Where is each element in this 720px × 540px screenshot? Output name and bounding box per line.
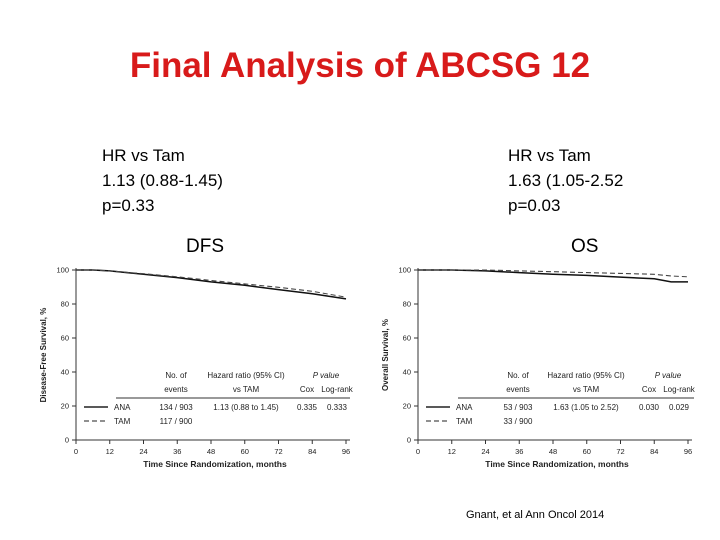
dfs-x-tick-label: 36 bbox=[173, 447, 181, 456]
dfs-y-tick-label: 0 bbox=[65, 436, 69, 445]
os-table-subheader-vs: vs TAM bbox=[573, 385, 600, 394]
dfs-table-cell-events: 117 / 900 bbox=[160, 417, 193, 426]
os-table-subheader-events: events bbox=[506, 385, 530, 394]
os-summary-line-3: p=0.03 bbox=[508, 196, 561, 215]
os-x-tick-label: 36 bbox=[515, 447, 523, 456]
dfs-x-tick-label: 0 bbox=[74, 447, 78, 456]
dfs-table-cell-hr: 1.13 (0.88 to 1.45) bbox=[213, 403, 279, 412]
os-x-tick-label: 60 bbox=[583, 447, 591, 456]
os-y-tick-label: 100 bbox=[398, 266, 411, 275]
dfs-x-axis-label: Time Since Randomization, months bbox=[143, 459, 287, 469]
dfs-table-subheader-vs: vs TAM bbox=[233, 385, 260, 394]
os-x-tick-label: 84 bbox=[650, 447, 658, 456]
os-table-cell-logrank: 0.029 bbox=[669, 403, 690, 412]
os-x-tick-label: 48 bbox=[549, 447, 557, 456]
dfs-table-subheader-events: events bbox=[164, 385, 188, 394]
dfs-y-tick-label: 20 bbox=[61, 402, 69, 411]
dfs-y-axis-label: Disease-Free Survival, % bbox=[39, 308, 48, 403]
dfs-table-header-events: No. of bbox=[165, 371, 187, 380]
dfs-legend-label-tam: TAM bbox=[114, 417, 131, 426]
dfs-y-tick-label: 80 bbox=[61, 300, 69, 309]
dfs-x-tick-label: 12 bbox=[106, 447, 114, 456]
os-x-tick-label: 96 bbox=[684, 447, 692, 456]
os-panel-label: OS bbox=[571, 236, 599, 257]
os-x-tick-label: 0 bbox=[416, 447, 420, 456]
os-table-cell-events: 53 / 903 bbox=[504, 403, 533, 412]
dfs-x-tick-label: 72 bbox=[274, 447, 282, 456]
slide-title: Final Analysis of ABCSG 12 bbox=[129, 46, 591, 85]
dfs-table-cell-logrank: 0.333 bbox=[327, 403, 348, 412]
dfs-table-cell-cox: 0.335 bbox=[297, 403, 318, 412]
os-table-header-hr: Hazard ratio (95% CI) bbox=[547, 371, 625, 380]
os-x-tick-label: 72 bbox=[616, 447, 624, 456]
dfs-summary-line-2: 1.13 (0.88-1.45) bbox=[102, 171, 223, 190]
os-hazard-ratio-summary: HR vs Tam 1.63 (1.05-2.52 p=0.03 bbox=[508, 143, 623, 218]
os-table-header-pvalue: P value bbox=[655, 371, 682, 380]
dfs-x-tick-label: 48 bbox=[207, 447, 215, 456]
dfs-panel-label: DFS bbox=[186, 236, 224, 257]
os-x-tick-label: 12 bbox=[448, 447, 456, 456]
dfs-table-header-hr: Hazard ratio (95% CI) bbox=[207, 371, 285, 380]
os-y-tick-label: 80 bbox=[403, 300, 411, 309]
dfs-hazard-ratio-summary: HR vs Tam 1.13 (0.88-1.45) p=0.33 bbox=[102, 143, 223, 218]
os-table-cell-cox: 0.030 bbox=[639, 403, 660, 412]
dfs-table-subheader-cox: Cox bbox=[300, 385, 314, 394]
dfs-y-tick-label: 40 bbox=[61, 368, 69, 377]
dfs-y-tick-label: 100 bbox=[56, 266, 69, 275]
dfs-summary-line-1: HR vs Tam bbox=[102, 146, 185, 165]
dfs-table-subheader-logrank: Log-rank bbox=[321, 385, 354, 394]
os-series-ana-line bbox=[418, 269, 688, 283]
os-y-tick-label: 60 bbox=[403, 334, 411, 343]
os-y-axis-label: Overall Survival, % bbox=[381, 319, 390, 391]
os-legend-label-ana: ANA bbox=[456, 403, 473, 412]
dfs-series-tam-line bbox=[76, 269, 347, 298]
os-table-header-events: No. of bbox=[507, 371, 529, 380]
os-summary-line-1: HR vs Tam bbox=[508, 146, 591, 165]
dfs-table-cell-events: 134 / 903 bbox=[159, 403, 193, 412]
dfs-x-tick-label: 84 bbox=[308, 447, 316, 456]
dfs-x-tick-label: 96 bbox=[342, 447, 350, 456]
os-series-tam-line bbox=[418, 269, 689, 278]
os-table-cell-hr: 1.63 (1.05 to 2.52) bbox=[553, 403, 619, 412]
dfs-x-tick-label: 60 bbox=[241, 447, 249, 456]
os-table-subheader-logrank: Log-rank bbox=[663, 385, 696, 394]
os-table-subheader-cox: Cox bbox=[642, 385, 656, 394]
os-y-tick-label: 0 bbox=[407, 436, 411, 445]
os-y-tick-label: 20 bbox=[403, 402, 411, 411]
dfs-summary-line-3: p=0.33 bbox=[102, 196, 155, 215]
os-y-tick-label: 40 bbox=[403, 368, 411, 377]
os-legend-label-tam: TAM bbox=[456, 417, 473, 426]
dfs-x-tick-label: 24 bbox=[139, 447, 147, 456]
os-summary-line-2: 1.63 (1.05-2.52 bbox=[508, 171, 624, 190]
dfs-table-header-pvalue: P value bbox=[313, 371, 340, 380]
os-x-tick-label: 24 bbox=[481, 447, 489, 456]
dfs-legend-label-ana: ANA bbox=[114, 403, 131, 412]
os-x-axis-label: Time Since Randomization, months bbox=[485, 459, 629, 469]
os-table-cell-events: 33 / 900 bbox=[504, 417, 533, 426]
dfs-y-tick-label: 60 bbox=[61, 334, 69, 343]
dfs-series-ana-line bbox=[76, 269, 347, 300]
citation: Gnant, et al Ann Oncol 2014 bbox=[466, 509, 605, 521]
